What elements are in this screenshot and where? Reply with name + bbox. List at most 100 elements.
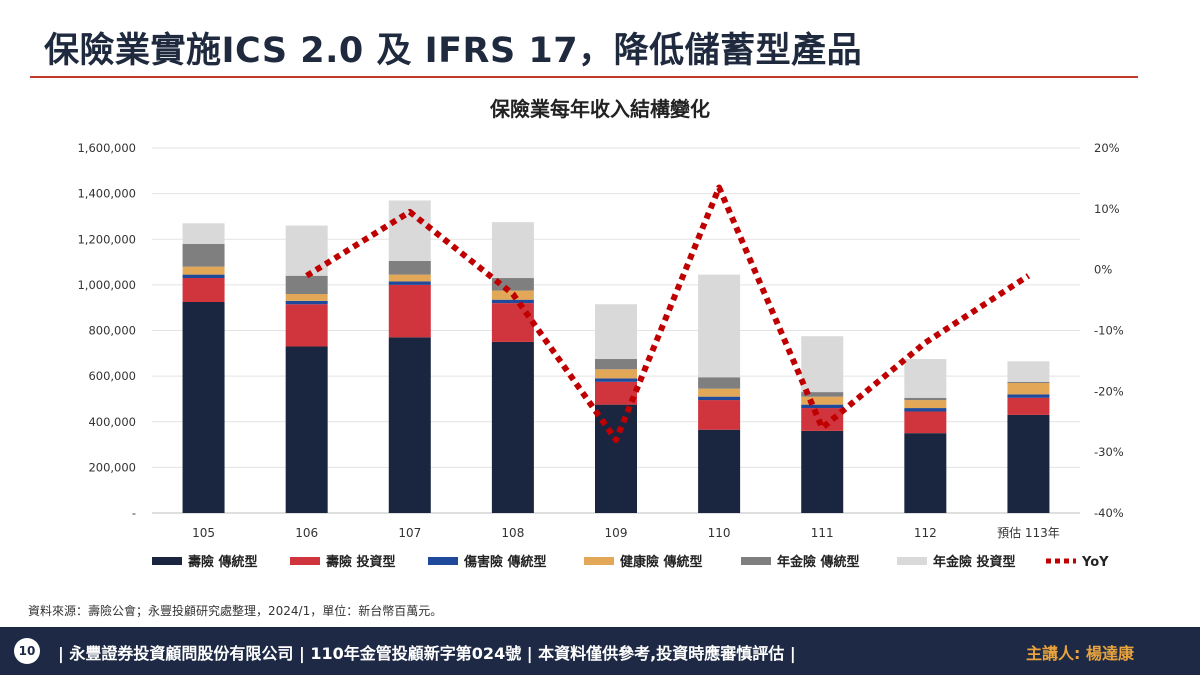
bar-segment: [904, 359, 947, 398]
bar-segment: [595, 378, 637, 382]
bar-segment: [698, 274, 741, 378]
x-tick-label: 106: [295, 526, 318, 540]
legend-swatch: [152, 557, 182, 565]
bar-segment: [1007, 361, 1050, 382]
bar-segment: [1007, 397, 1050, 415]
x-tick-label: 109: [605, 526, 628, 540]
legend-label: 壽險 投資型: [326, 554, 396, 570]
x-tick-label: 105: [192, 526, 215, 540]
bar-segment: [801, 392, 844, 397]
title-divider: [30, 76, 1138, 78]
revenue-structure-chart: 保險業每年收入結構變化 - 200,000 400,000 600,000 800,00…: [77, 97, 1124, 570]
bar-segment: [595, 304, 637, 360]
y-left-tick-label: 800,000: [88, 324, 136, 338]
bar-segment: [698, 429, 741, 513]
yoy-series-line: [305, 184, 1031, 443]
x-tick-label: 112: [914, 526, 937, 540]
legend-swatch: [290, 557, 320, 565]
legend-label: YoY: [1081, 555, 1109, 570]
y-left-tick-label: 200,000: [88, 460, 136, 474]
bar-segment: [182, 223, 225, 244]
bar-segment: [491, 299, 534, 304]
y-left-tick-label: 1,600,000: [77, 141, 136, 155]
bar-segment: [285, 304, 328, 347]
page-number: 10: [14, 638, 40, 664]
bar-segment: [595, 359, 637, 370]
bar-segment: [1007, 381, 1050, 383]
x-tick-label: 107: [398, 526, 421, 540]
y-left-tick-label: 1,400,000: [77, 187, 136, 201]
bar-segment: [698, 400, 741, 430]
bar-segment: [1007, 394, 1050, 398]
legend-swatch: [741, 557, 771, 565]
bar-segment: [595, 369, 637, 379]
bar-segment: [285, 275, 328, 294]
bar-segment: [698, 396, 741, 401]
footer-bar: 10 | 永豐證券投資顧問股份有限公司 | 110年金管投顧新字第024號 | …: [0, 627, 1200, 675]
y-right-tick-label: -40%: [1094, 506, 1124, 520]
y-right-tick-label: -30%: [1094, 445, 1124, 459]
bar-segment: [801, 408, 844, 431]
bar-segment: [1007, 414, 1050, 513]
bar-segment: [388, 260, 431, 275]
y-left-tick-label: 1,200,000: [77, 232, 136, 246]
chart-legend: 壽險 傳統型 壽險 投資型 傷害險 傳統型 健康險 傳統型 年金險 傳統型 年金險 投資型…: [152, 554, 1109, 570]
bar-segment: [1007, 382, 1050, 395]
bar-segment: [904, 408, 947, 412]
yoy-line: [305, 184, 1031, 443]
legend-label: 壽險 傳統型: [188, 554, 258, 570]
y-right-tick-label: 0%: [1094, 263, 1112, 277]
y-right-tick-label: -10%: [1094, 324, 1124, 338]
bar-segment: [285, 346, 328, 513]
y-left-tick-label: 400,000: [88, 415, 136, 429]
x-tick-label: 預估 113年: [997, 526, 1060, 540]
slide-title: 保險業實施ICS 2.0 及 IFRS 17，降低儲蓄型產品: [44, 31, 863, 71]
chart-title: 保險業每年收入結構變化: [489, 97, 710, 121]
x-tick-label: 111: [811, 526, 834, 540]
bar-segment: [904, 411, 947, 434]
y-left-tick-label: 1,000,000: [77, 278, 136, 292]
bar-segment: [801, 396, 844, 405]
bar-segment: [491, 303, 534, 342]
y-right-tick-label: 10%: [1094, 202, 1120, 216]
bar-segment: [904, 400, 947, 409]
bar-segment: [182, 274, 225, 279]
chart-bars: [182, 200, 1050, 513]
legend-swatch: [897, 557, 927, 565]
source-note: 資料來源：壽險公會；永豐投顧研究處整理，2024/1，單位：新台幣百萬元。: [28, 604, 443, 618]
bar-segment: [285, 294, 328, 301]
bar-segment: [388, 281, 431, 285]
footer-disclaimer: | 永豐證券投資顧問股份有限公司 | 110年金管投顧新字第024號 | 本資料…: [58, 644, 796, 663]
bar-segment: [904, 397, 947, 401]
bar-segment: [801, 430, 844, 513]
x-tick-label: 110: [708, 526, 731, 540]
legend-swatch: [428, 557, 458, 565]
x-tick-label: 108: [501, 526, 524, 540]
bar-segment: [182, 278, 225, 302]
speaker-name: 主講人: 楊達康: [1026, 644, 1134, 663]
bar-segment: [388, 284, 431, 338]
bar-segment: [388, 274, 431, 282]
bar-segment: [491, 278, 534, 291]
bar-segment: [491, 341, 534, 513]
y-right-tick-label: 20%: [1094, 141, 1120, 155]
bar-segment: [182, 266, 225, 275]
bar-segment: [388, 337, 431, 513]
bar-segment: [491, 222, 534, 279]
legend-label: 年金險 投資型: [933, 554, 1016, 570]
legend-label: 健康險 傳統型: [620, 554, 703, 570]
legend-label: 傷害險 傳統型: [463, 554, 547, 570]
bar-segment: [595, 381, 637, 405]
y-right-tick-label: -20%: [1094, 384, 1124, 398]
bar-segment: [904, 433, 947, 513]
bar-segment: [801, 336, 844, 393]
legend-label: 年金險 傳統型: [777, 554, 860, 570]
bar-segment: [182, 301, 225, 513]
bar-segment: [285, 300, 328, 305]
y-left-tick-label: -: [132, 506, 136, 520]
bar-segment: [698, 377, 741, 389]
bar-segment: [698, 388, 741, 397]
bar-segment: [801, 404, 844, 409]
legend-swatch: [584, 557, 614, 565]
y-left-tick-label: 600,000: [88, 369, 136, 383]
